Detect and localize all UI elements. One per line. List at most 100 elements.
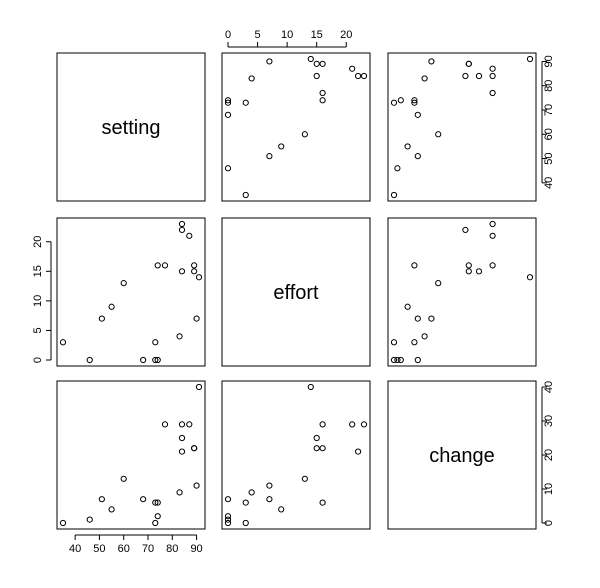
- point-effort-vs-change: [428, 315, 435, 322]
- point-change-vs-setting: [178, 448, 186, 455]
- tick-label-effort: 15: [311, 29, 323, 41]
- point-setting-vs-change: [397, 97, 404, 104]
- point-setting-vs-change: [414, 153, 421, 160]
- point-effort-vs-change: [390, 339, 398, 346]
- point-effort-vs-change: [465, 262, 472, 269]
- tick-label-effort: 0: [225, 29, 231, 41]
- point-setting-vs-effort: [266, 153, 273, 160]
- point-setting-vs-effort: [319, 60, 326, 67]
- point-setting-vs-change: [489, 89, 496, 97]
- point-change-vs-effort: [242, 499, 249, 506]
- point-change-vs-setting: [152, 519, 159, 527]
- point-change-vs-setting: [154, 499, 161, 506]
- variable-label-setting: setting: [102, 117, 161, 139]
- point-change-vs-effort: [307, 383, 314, 391]
- point-change-vs-effort: [349, 421, 356, 428]
- point-setting-vs-change: [390, 191, 398, 199]
- point-effort-vs-setting: [186, 232, 193, 239]
- point-effort-vs-setting: [108, 303, 115, 310]
- point-change-vs-setting: [152, 499, 159, 506]
- point-effort-vs-setting: [178, 220, 186, 228]
- point-effort-vs-setting: [161, 262, 169, 269]
- tick-label-setting: 70: [543, 104, 555, 116]
- panel-change-change: [387, 380, 537, 530]
- tick-label-effort: 0: [32, 357, 44, 363]
- point-setting-vs-change: [526, 55, 534, 63]
- point-change-vs-setting: [186, 421, 193, 428]
- point-setting-vs-effort: [313, 60, 320, 67]
- point-setting-vs-change: [421, 75, 428, 82]
- tick-label-change: 40: [543, 381, 555, 393]
- point-effort-vs-setting: [195, 274, 203, 281]
- point-setting-vs-effort: [278, 143, 285, 150]
- point-setting-vs-effort: [224, 97, 232, 104]
- point-setting-vs-effort: [266, 58, 273, 65]
- tick-label-setting: 40: [543, 177, 555, 189]
- panel-effort-setting: [56, 217, 206, 367]
- point-effort-vs-setting: [152, 339, 159, 346]
- point-setting-vs-change: [411, 99, 418, 106]
- point-setting-vs-change: [489, 72, 496, 80]
- point-change-vs-setting: [140, 496, 147, 503]
- tick-label-setting: 60: [543, 128, 555, 140]
- tick-label-effort: 10: [281, 29, 293, 41]
- point-effort-vs-change: [435, 280, 442, 287]
- point-setting-vs-effort: [301, 131, 308, 138]
- point-effort-vs-change: [404, 303, 411, 310]
- point-effort-vs-setting: [59, 339, 67, 346]
- point-effort-vs-setting: [191, 262, 198, 269]
- tick-label-setting: 90: [190, 543, 202, 555]
- point-change-vs-effort: [319, 499, 326, 506]
- point-effort-vs-change: [414, 315, 421, 322]
- point-effort-vs-change: [475, 268, 483, 275]
- point-effort-vs-setting: [154, 262, 161, 269]
- point-setting-vs-effort: [224, 165, 232, 172]
- point-change-vs-effort: [266, 482, 273, 489]
- point-setting-vs-effort: [354, 72, 362, 80]
- point-change-vs-effort: [242, 519, 249, 527]
- point-change-vs-effort: [360, 421, 368, 428]
- point-effort-vs-setting: [98, 315, 105, 322]
- tick-label-setting: 40: [69, 543, 81, 555]
- tick-label-setting: 80: [166, 543, 178, 555]
- panel-effort-effort: [221, 217, 371, 367]
- point-change-vs-effort: [224, 496, 232, 503]
- point-setting-vs-change: [489, 65, 496, 72]
- panel-effort-change: [387, 217, 537, 367]
- tick-label-setting: 80: [543, 80, 555, 92]
- point-setting-vs-effort: [319, 97, 326, 104]
- panel-change-setting: [56, 380, 206, 530]
- point-setting-vs-change: [475, 72, 483, 80]
- point-effort-vs-setting: [86, 356, 93, 364]
- point-change-vs-effort: [224, 519, 232, 527]
- point-effort-vs-change: [465, 268, 472, 275]
- point-change-vs-setting: [191, 445, 198, 452]
- point-effort-vs-change: [421, 333, 428, 340]
- panel-setting-change: [387, 52, 537, 202]
- point-effort-vs-change: [526, 274, 534, 281]
- point-setting-vs-effort: [248, 75, 255, 82]
- point-effort-vs-change: [489, 262, 496, 269]
- point-setting-vs-change: [404, 143, 411, 150]
- point-change-vs-effort: [278, 506, 285, 513]
- tick-label-setting: 90: [543, 55, 555, 67]
- point-effort-vs-change: [462, 226, 469, 234]
- point-change-vs-effort: [301, 475, 308, 482]
- point-setting-vs-effort: [313, 72, 320, 80]
- point-effort-vs-change: [394, 356, 401, 364]
- point-setting-vs-change: [465, 60, 472, 67]
- point-setting-vs-effort: [349, 65, 356, 72]
- point-change-vs-setting: [154, 513, 161, 520]
- tick-label-change: 30: [543, 415, 555, 427]
- point-effort-vs-change: [414, 356, 421, 364]
- tick-label-change: 0: [543, 520, 555, 526]
- point-change-vs-effort: [313, 434, 320, 442]
- tick-label-effort: 5: [255, 29, 261, 41]
- point-change-vs-effort: [319, 421, 326, 428]
- point-setting-vs-effort: [242, 99, 249, 106]
- point-setting-vs-effort: [360, 72, 368, 80]
- point-effort-vs-setting: [120, 280, 127, 287]
- point-change-vs-effort: [224, 513, 232, 520]
- point-effort-vs-setting: [191, 268, 198, 275]
- tick-label-effort: 5: [32, 327, 44, 333]
